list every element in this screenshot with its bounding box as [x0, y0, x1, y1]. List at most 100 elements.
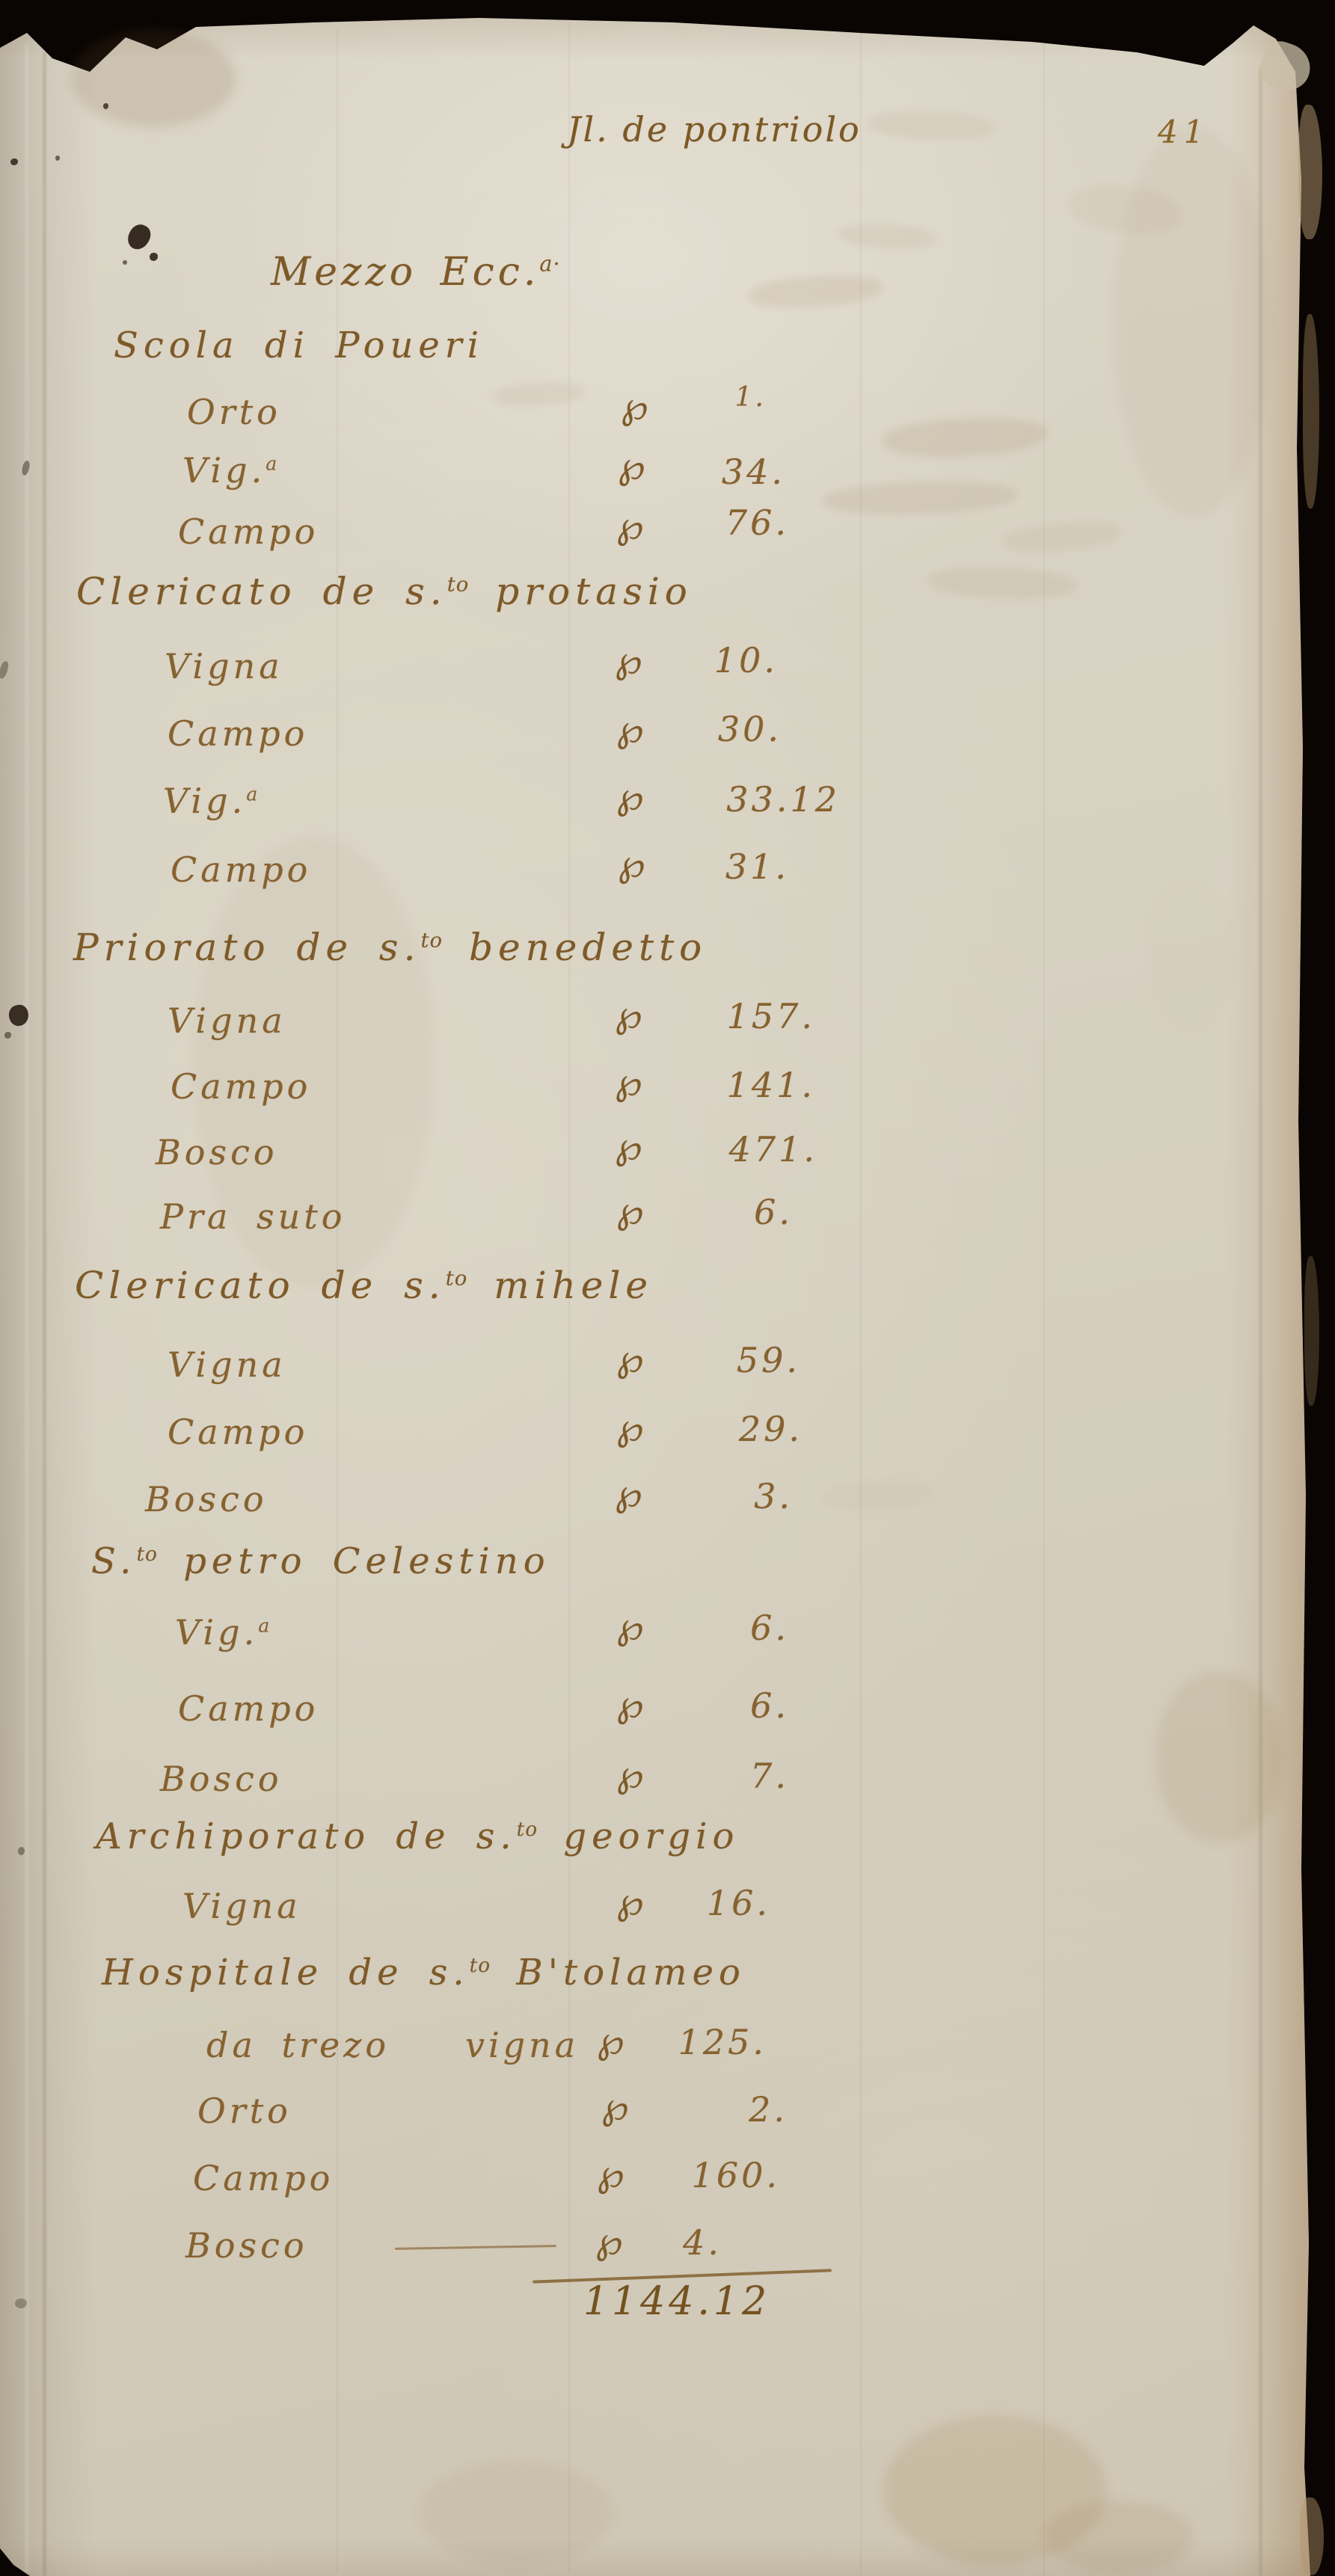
- pertiche-symbol: ℘: [596, 2151, 627, 2197]
- entry-value: 16.: [706, 1883, 770, 1923]
- pertiche-symbol: ℘: [596, 2017, 627, 2064]
- entry-label: Bosco: [156, 1132, 278, 1172]
- entry-value: 1.: [734, 382, 767, 413]
- entry-value: 29.: [738, 1409, 802, 1449]
- paper-stain: [419, 2460, 613, 2565]
- torn-edge-fragment: [1298, 105, 1322, 239]
- entry-value: 4.: [683, 2222, 722, 2263]
- paper-chain-line: [337, 30, 338, 2572]
- entry-value: 160.: [691, 2155, 780, 2195]
- section-title: S.to petro Celestino: [91, 1540, 550, 1582]
- paper-stain: [1156, 1671, 1283, 1843]
- pertiche-symbol: ℘: [614, 1059, 645, 1105]
- entry-value: 6.: [754, 1192, 793, 1232]
- pertiche-symbol: ℘: [616, 1335, 646, 1382]
- paper-stain: [71, 30, 236, 127]
- entry-label: Bosco: [160, 1759, 283, 1799]
- pertiche-symbol: ℘: [595, 2218, 625, 2264]
- section-title: Clericato de s.to protasio: [76, 570, 693, 613]
- entry-value: 2.: [749, 2089, 788, 2130]
- entry-label: Campo: [168, 713, 309, 754]
- pertiche-symbol: ℘: [616, 502, 646, 549]
- entry-value: 10.: [713, 640, 778, 680]
- ink-speck: [15, 2299, 27, 2308]
- entry-label: Campo: [171, 1066, 312, 1107]
- gutter-crease: [43, 52, 46, 2576]
- entry-label: Vigna: [165, 646, 283, 686]
- torn-edge-fragment: [1300, 2497, 1324, 2575]
- entry-label: Vig.a: [182, 450, 278, 491]
- entry-label: Campo: [178, 511, 319, 552]
- entry-label: Bosco: [145, 1479, 268, 1519]
- entry-label: Vigna: [182, 1886, 301, 1926]
- paper-chain-line: [1043, 42, 1045, 2575]
- ink-speck: [103, 103, 108, 109]
- entry-label: Campo: [171, 849, 312, 890]
- entry-label: da trezo vigna: [206, 2025, 580, 2065]
- entry-value: 125.: [678, 2022, 767, 2062]
- entry-value: 30.: [717, 709, 782, 749]
- entry-value: 157.: [726, 996, 815, 1036]
- section-title: Clericato de s.to mihele: [75, 1264, 653, 1307]
- section-title: Scola di Poueri: [114, 325, 485, 366]
- pertiche-symbol: ℘: [616, 706, 646, 752]
- pertiche-symbol: ℘: [616, 1187, 646, 1234]
- entry-value: 141.: [726, 1065, 815, 1105]
- right-edge-crease: [1259, 67, 1262, 2576]
- paper-stain: [1114, 127, 1271, 516]
- page-heading: Mezzo Ecc.a·: [271, 250, 561, 295]
- entry-value: 6.: [750, 1608, 789, 1648]
- pertiche-symbol: ℘: [616, 1878, 646, 1925]
- ink-bleedthrough: [1144, 882, 1234, 1032]
- entry-value: 7.: [750, 1756, 789, 1796]
- folio-number: 41: [1158, 114, 1210, 150]
- paper-chain-line: [568, 22, 570, 2572]
- pertiche-symbol: ℘: [616, 1404, 646, 1451]
- pertiche-symbol: ℘: [616, 1603, 646, 1650]
- entry-label: Vigna: [168, 1000, 286, 1041]
- pertiche-symbol: ℘: [614, 992, 645, 1038]
- paper-chain-line: [860, 33, 862, 2575]
- entry-label: Orto: [197, 2091, 292, 2131]
- paper-stain: [194, 837, 434, 1286]
- entry-value: 31.: [725, 846, 789, 887]
- pertiche-symbol: ℘: [616, 1681, 646, 1727]
- torn-edge-fragment: [1303, 314, 1319, 508]
- ink-speck: [55, 156, 60, 161]
- entry-label: Campo: [193, 2158, 334, 2198]
- pertiche-symbol: ℘: [617, 443, 648, 489]
- torn-edge-fragment: [1304, 1256, 1319, 1406]
- running-title: Jl. de pontriolo: [567, 109, 862, 150]
- entry-label: Orto: [187, 392, 281, 432]
- entry-label: Vig.a: [163, 781, 259, 821]
- section-title: Priorato de s.to benedetto: [73, 926, 708, 969]
- entry-value: 34.: [721, 452, 785, 492]
- entry-value: 471.: [728, 1129, 817, 1169]
- entry-value: 33.12: [726, 779, 840, 820]
- gutter-fold-highlight: [25, 45, 28, 2572]
- entry-value: 59.: [736, 1340, 800, 1380]
- entry-label: Bosco: [185, 2225, 308, 2266]
- entry-value: 76.: [725, 502, 789, 543]
- section-title: Hospitale de s.to B'tolameo: [102, 1952, 746, 1994]
- paper-stain: [1043, 2501, 1193, 2572]
- entry-label: Vigna: [168, 1344, 286, 1385]
- entry-label: Campo: [178, 1688, 319, 1729]
- entry-label: Pra suto: [160, 1196, 346, 1237]
- ink-speck: [10, 159, 18, 165]
- entry-value: 6.: [750, 1685, 789, 1726]
- entry-value: 3.: [754, 1476, 793, 1516]
- pertiche-symbol: ℘: [616, 773, 646, 820]
- pertiche-symbol: ℘: [614, 1123, 645, 1169]
- pertiche-symbol: ℘: [620, 383, 651, 429]
- entry-label: Campo: [168, 1412, 309, 1452]
- pertiche-symbol: ℘: [614, 1470, 645, 1516]
- pertiche-symbol: ℘: [616, 1751, 646, 1798]
- ink-speck: [150, 253, 158, 261]
- pertiche-symbol: ℘: [601, 2083, 631, 2130]
- entry-label: Vig.a: [175, 1612, 271, 1653]
- paper-stain: [883, 2415, 1107, 2565]
- ink-speck: [123, 260, 127, 265]
